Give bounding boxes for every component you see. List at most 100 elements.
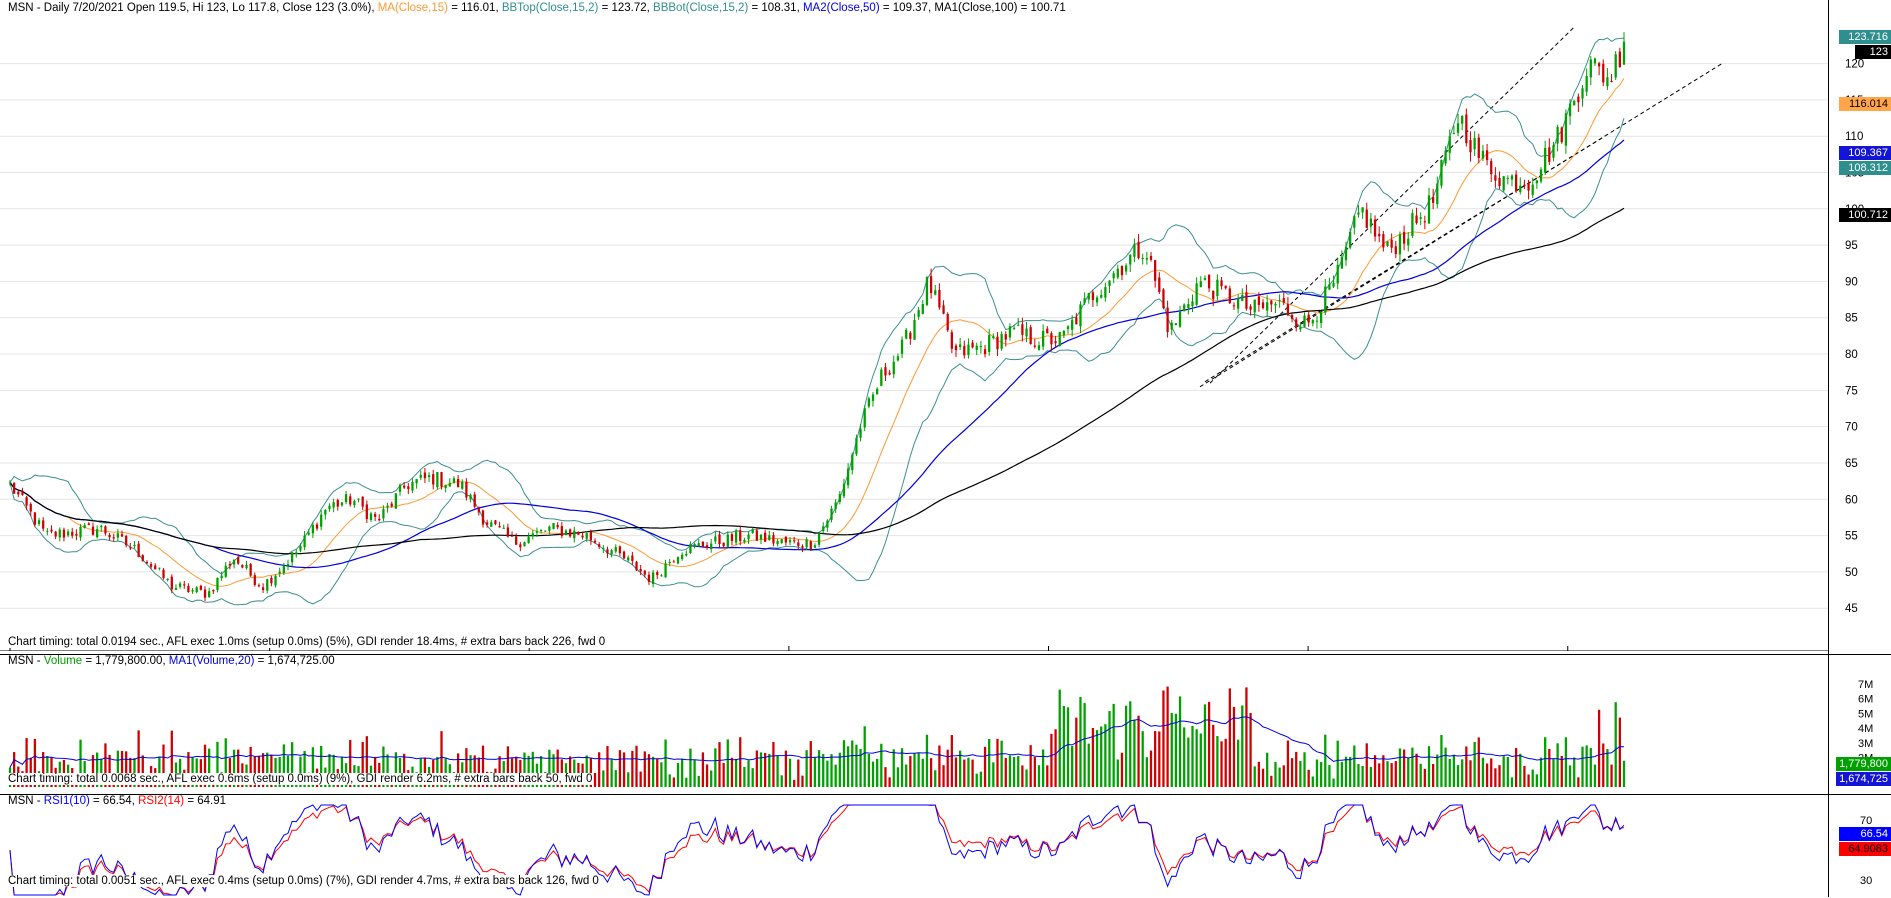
candle-body [639, 569, 642, 572]
candle-body [1257, 296, 1261, 305]
candle-body [1315, 320, 1319, 322]
candle-body [1498, 177, 1501, 186]
candle-body [1494, 175, 1497, 181]
price-tick-label: 80 [1845, 349, 1858, 361]
price-pane[interactable]: 4550556065707580859095100105110115120 MS… [0, 0, 1891, 651]
candle-body [726, 534, 729, 548]
candle-body [1361, 207, 1364, 213]
volume-bar [1328, 765, 1331, 787]
volume-bar [813, 757, 817, 787]
candle-body [1203, 278, 1207, 281]
candle-body [324, 509, 327, 515]
volume-bar [797, 759, 800, 787]
candle-body [1456, 123, 1460, 133]
candle-body [1282, 298, 1285, 303]
volume-ma-value: = 1,674,725.00 [254, 655, 335, 667]
candle-body [813, 545, 817, 548]
volume-pane[interactable]: 7M6M5M4M3M2M MSN - Volume = 1,779,800.00… [0, 654, 1891, 793]
ma50-plate: 109.367 [1839, 146, 1891, 160]
candle-body [62, 529, 66, 538]
candle-body [1544, 147, 1547, 173]
candle-body [1490, 160, 1493, 175]
volume-bar [137, 730, 140, 787]
volume-bar [1531, 769, 1534, 787]
candle-body [1390, 239, 1393, 248]
candle-body [1336, 264, 1339, 284]
candle-body [759, 534, 763, 540]
candle-body [1319, 312, 1323, 324]
volume-bar [1618, 717, 1621, 787]
candle-body [336, 500, 339, 507]
volume-bar [1440, 734, 1443, 787]
candle-body [1232, 305, 1236, 307]
price-tick-label: 45 [1845, 603, 1858, 615]
candle-body [1386, 241, 1389, 246]
ma100-label: MA1(Close,100) = 100.71 [934, 2, 1066, 14]
volume-bar [1415, 753, 1418, 787]
volume-bar [228, 758, 232, 787]
volume-bar [1432, 763, 1435, 787]
candle-body [1502, 176, 1505, 191]
volume-bar [656, 758, 659, 787]
volume-bar [108, 754, 111, 787]
candle-body [1610, 80, 1613, 82]
candle-body [971, 342, 974, 348]
candle-body [664, 563, 667, 578]
volume-bar [838, 752, 841, 787]
candle-body [1050, 333, 1053, 345]
volume-chart-svg[interactable]: 7M6M5M4M3M2M [0, 655, 1891, 793]
candle-body [340, 502, 344, 506]
candle-body [880, 369, 883, 386]
bollinger-upper-line [9, 37, 1625, 575]
rsi-pane[interactable]: 70 30 MSN - RSI1(10) = 66.54, RSI2(14) = … [0, 794, 1891, 898]
volume-bar [1041, 749, 1045, 787]
candle-body [1332, 282, 1335, 287]
volume-bar [1100, 726, 1103, 787]
rsi-chart-svg[interactable]: 70 30 [0, 795, 1891, 898]
price-chart-svg[interactable]: 4550556065707580859095100105110115120 [0, 0, 1891, 651]
candle-body [353, 500, 356, 506]
ma50-label: MA2(Close,50) [802, 2, 880, 14]
volume-bar [104, 743, 107, 787]
candle-body [1444, 150, 1447, 164]
volume-bar [714, 748, 717, 787]
volume-bar [1373, 755, 1377, 787]
candle-body [884, 367, 887, 376]
volume-bar [1154, 731, 1157, 787]
volume-bar [125, 751, 128, 787]
price-tick-label: 60 [1845, 494, 1858, 506]
candle-body [444, 485, 447, 489]
volume-bar [1145, 757, 1148, 787]
candle-body [730, 534, 734, 541]
volume-bar [436, 756, 439, 787]
volume-bar [1091, 728, 1095, 787]
candle-body [988, 335, 991, 353]
candle-body [535, 531, 539, 533]
volume-bar [1411, 747, 1414, 787]
volume-bar [1419, 763, 1422, 787]
volume-bar [992, 762, 995, 787]
volume-tick-label: 4M [1858, 723, 1873, 735]
price-tick-label: 55 [1845, 531, 1858, 543]
candle-body [1602, 63, 1605, 83]
candle-body [1158, 277, 1161, 293]
candle-body [996, 336, 999, 350]
candle-body [1008, 326, 1012, 338]
candle-body [208, 591, 211, 598]
candle-body [1423, 221, 1426, 223]
rsi14-plate: 64.9083 [1839, 842, 1891, 856]
volume-bar [515, 756, 518, 787]
volume-bar [498, 756, 501, 787]
candle-body [1473, 137, 1476, 150]
candle-body [1585, 76, 1588, 92]
price-title: MSN - Daily 7/20/2021 Open 119.5, Hi 123… [8, 2, 372, 14]
volume-bar [1278, 767, 1281, 787]
volume-bar [1266, 752, 1269, 787]
candle-body [942, 305, 945, 314]
volume-bar [627, 772, 630, 787]
candle-body [710, 543, 713, 550]
candle-body [307, 532, 310, 535]
candle-body [1100, 294, 1103, 298]
candle-body [651, 572, 655, 585]
volume-bar [216, 741, 219, 787]
